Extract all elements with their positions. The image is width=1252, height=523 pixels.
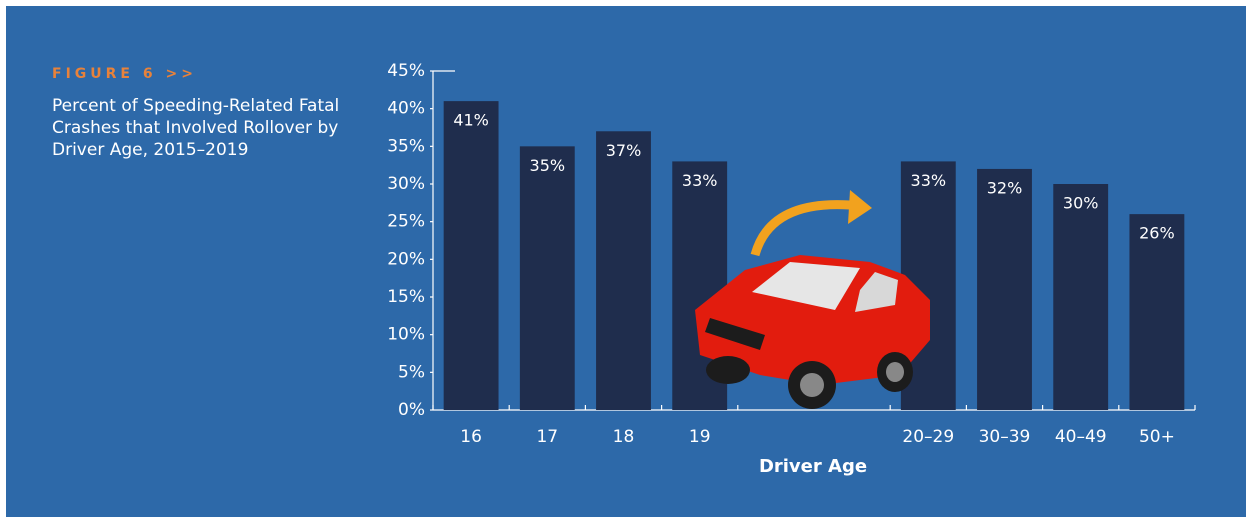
x-tick-label: 18 [613, 427, 635, 447]
value-label: 41% [453, 111, 489, 130]
arrow-head [848, 190, 872, 224]
y-tick-label: 15% [387, 287, 425, 307]
bar [1129, 214, 1185, 410]
car-wheel [706, 356, 750, 384]
bar [977, 168, 1032, 410]
y-tick-label: 5% [398, 362, 425, 382]
bar [519, 146, 575, 411]
value-label: 33% [682, 171, 718, 190]
x-tick-label: 16 [460, 427, 482, 447]
bar [443, 101, 499, 410]
value-label: 33% [911, 171, 947, 190]
y-tick-label: 30% [387, 174, 425, 194]
x-tick-label: 30–39 [979, 427, 1031, 447]
arrow-curve [750, 200, 851, 257]
chart-title: Percent of Speeding-Related Fatal Crashe… [52, 96, 340, 160]
x-tick-label: 50+ [1139, 427, 1175, 447]
bar [596, 131, 651, 410]
x-tick-label: 17 [536, 427, 558, 447]
x-tick-label: 40–49 [1055, 427, 1107, 447]
x-tick-label: 20–29 [902, 427, 954, 447]
value-label: 37% [606, 141, 642, 160]
car-window [855, 272, 898, 312]
car-grille [705, 318, 765, 350]
y-tick-label: 35% [387, 136, 425, 156]
value-label: 35% [530, 156, 566, 175]
value-label: 30% [1063, 194, 1099, 213]
y-tick-label: 25% [387, 212, 425, 232]
car-illustration [695, 190, 930, 409]
value-label: 26% [1139, 224, 1175, 243]
car-windshield [752, 262, 860, 310]
figure-label: FIGURE 6 >> [52, 66, 197, 82]
y-tick-label: 20% [387, 249, 425, 269]
y-tick-label: 10% [387, 325, 425, 345]
car-hub [800, 373, 824, 397]
x-axis-label: Driver Age [759, 456, 867, 477]
y-tick-label: 40% [387, 99, 425, 119]
y-tick-label: 0% [398, 400, 425, 420]
value-label: 32% [987, 178, 1023, 197]
bar [1053, 184, 1109, 410]
x-tick-label: 19 [689, 427, 711, 447]
y-tick-label: 45% [387, 61, 425, 81]
car-hub [886, 362, 904, 382]
